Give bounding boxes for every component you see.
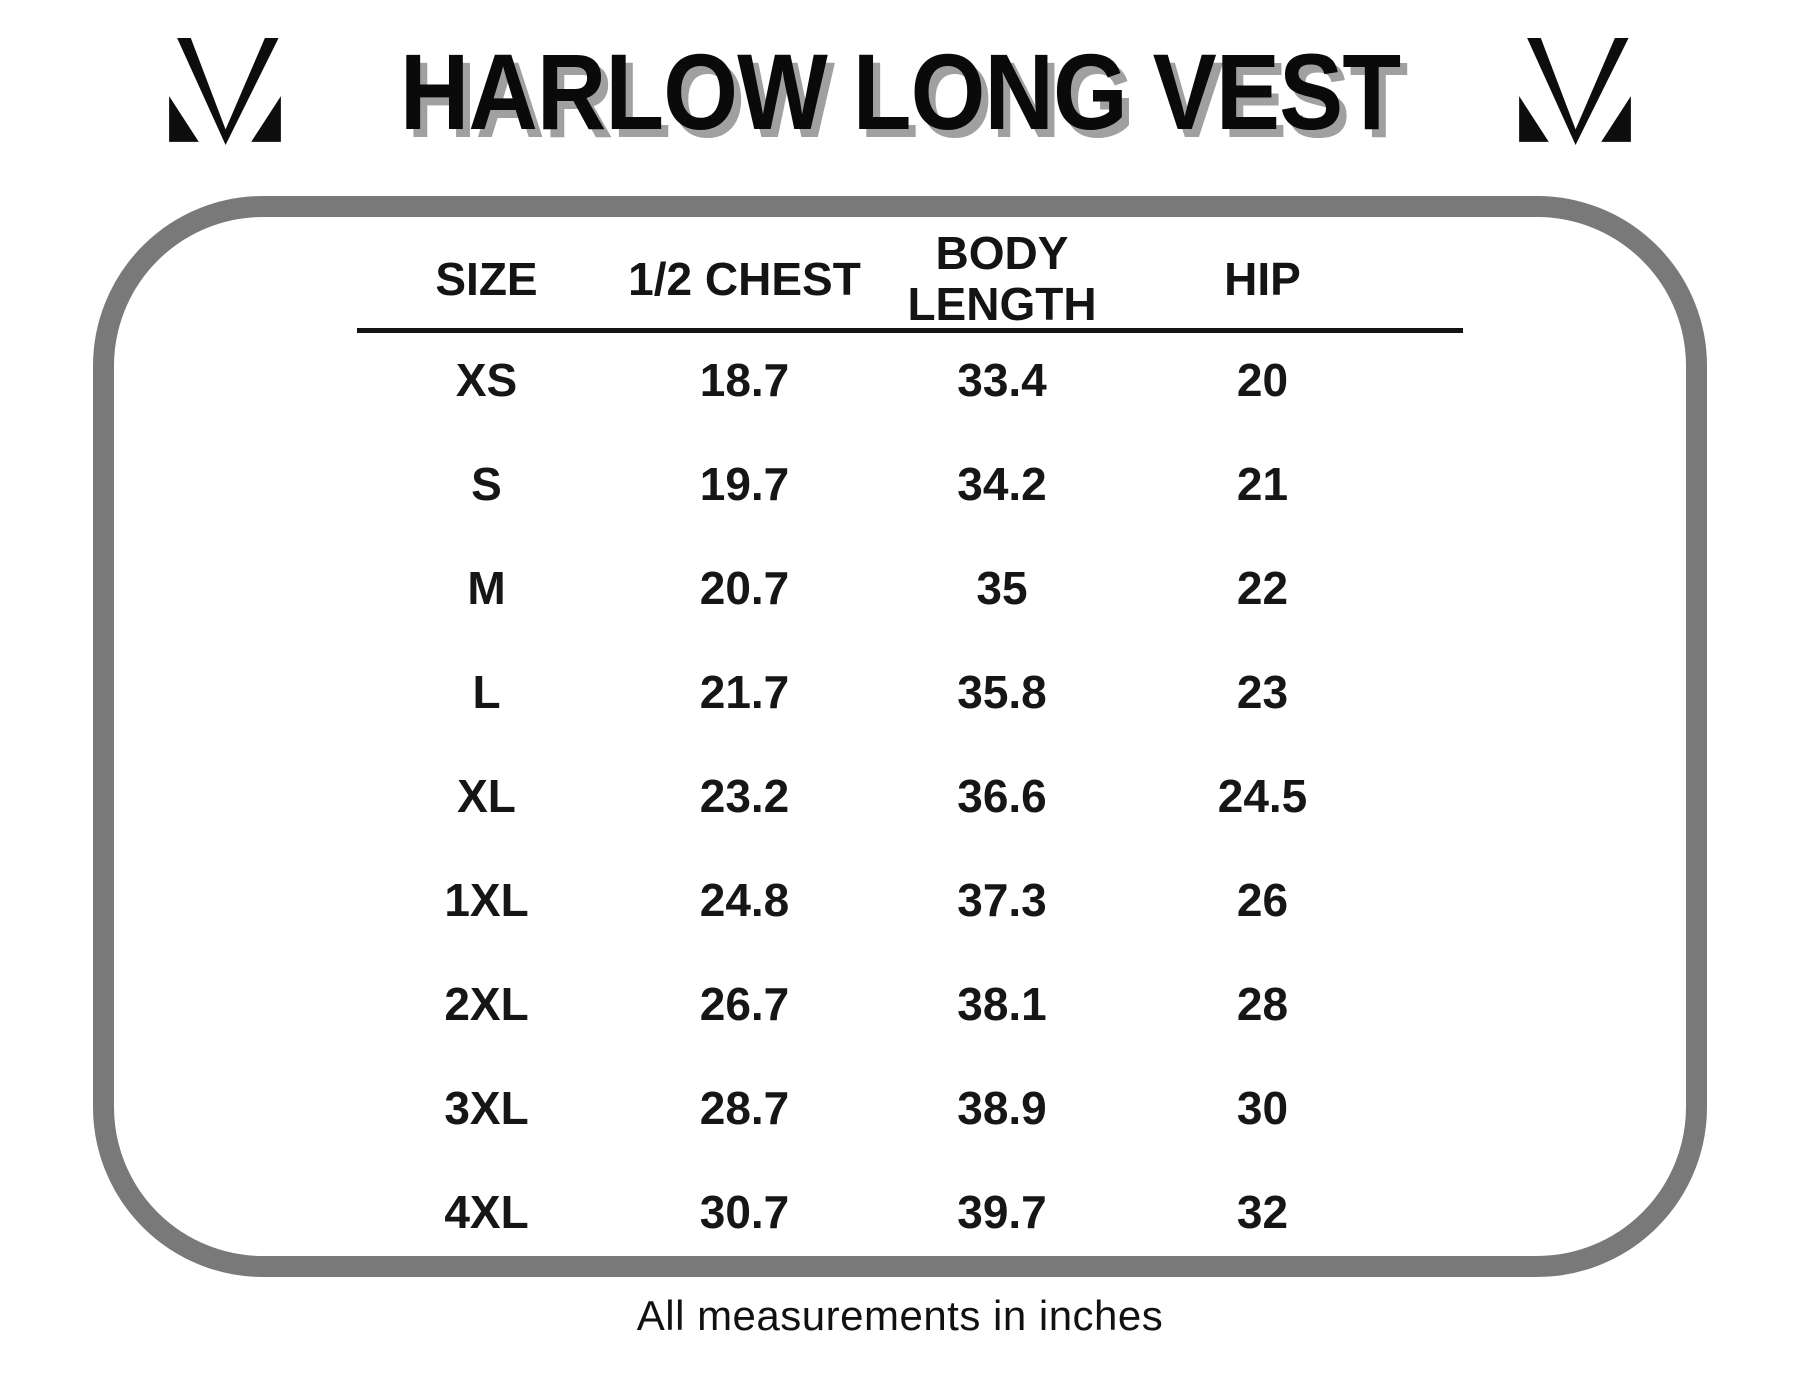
table-body: XS 18.7 33.4 20 S 19.7 34.2 21 M 20.7 35… bbox=[357, 328, 1463, 1264]
size-cell: M bbox=[467, 562, 506, 614]
half-chest-cell: 18.7 bbox=[699, 354, 790, 406]
column-header-hip: HIP bbox=[1224, 252, 1301, 305]
size-cell: 1XL bbox=[444, 874, 529, 926]
table-row: 1XL 24.8 37.3 26 bbox=[357, 848, 1463, 952]
size-cell: 3XL bbox=[444, 1082, 529, 1134]
body-length-cell: 33.4 bbox=[957, 354, 1047, 406]
hip-cell: 26 bbox=[1236, 874, 1289, 926]
body-length-cell: 38.1 bbox=[957, 978, 1047, 1030]
half-chest-cell: 23.2 bbox=[699, 770, 790, 822]
hip-cell: 20 bbox=[1236, 354, 1289, 406]
body-length-cell: 36.6 bbox=[957, 770, 1047, 822]
half-chest-cell: 20.7 bbox=[699, 562, 790, 614]
brand-m-logo-left-icon bbox=[169, 38, 281, 145]
hip-cell: 23 bbox=[1236, 666, 1289, 718]
table-row: XS 18.7 33.4 20 bbox=[357, 328, 1463, 432]
table-row: S 19.7 34.2 21 bbox=[357, 432, 1463, 536]
column-header-half-chest: 1/2 CHEST bbox=[628, 252, 861, 305]
size-chart-table: SIZE 1/2 CHEST BODY LENGTH HIP XS 18.7 3… bbox=[357, 228, 1463, 1264]
body-length-cell: 38.9 bbox=[957, 1082, 1047, 1134]
size-cell: XL bbox=[457, 770, 516, 822]
table-row: 2XL 26.7 38.1 28 bbox=[357, 952, 1463, 1056]
size-cell: 2XL bbox=[444, 978, 529, 1030]
half-chest-cell: 28.7 bbox=[699, 1082, 790, 1134]
body-length-cell: 37.3 bbox=[957, 874, 1047, 926]
table-row: M 20.7 35 22 bbox=[357, 536, 1463, 640]
brand-m-logo-right-icon bbox=[1519, 38, 1631, 145]
page-header: HARLOW LONG VEST bbox=[0, 34, 1800, 150]
half-chest-cell: 26.7 bbox=[699, 978, 790, 1030]
half-chest-cell: 21.7 bbox=[699, 666, 790, 718]
hip-cell: 28 bbox=[1236, 978, 1289, 1030]
half-chest-cell: 30.7 bbox=[699, 1186, 790, 1238]
hip-cell: 30 bbox=[1236, 1082, 1289, 1134]
column-header-body-length: BODY LENGTH bbox=[907, 227, 1097, 330]
size-cell: XS bbox=[455, 354, 518, 406]
hip-cell: 24.5 bbox=[1217, 770, 1308, 822]
table-header-row: SIZE 1/2 CHEST BODY LENGTH HIP bbox=[357, 227, 1463, 330]
body-length-cell: 35 bbox=[976, 562, 1028, 614]
size-cell: S bbox=[471, 458, 502, 510]
size-cell: 4XL bbox=[444, 1186, 529, 1238]
half-chest-cell: 19.7 bbox=[699, 458, 790, 510]
body-length-cell: 34.2 bbox=[957, 458, 1047, 510]
table-row: 3XL 28.7 38.9 30 bbox=[357, 1056, 1463, 1160]
table-row: 4XL 30.7 39.7 32 bbox=[357, 1160, 1463, 1264]
page-title: HARLOW LONG VEST bbox=[399, 31, 1401, 152]
table-row: L 21.7 35.8 23 bbox=[357, 640, 1463, 744]
body-length-cell: 35.8 bbox=[957, 666, 1047, 718]
column-header-size: SIZE bbox=[435, 252, 538, 305]
header-divider bbox=[357, 328, 1463, 333]
size-chart-frame bbox=[93, 196, 1707, 1277]
hip-cell: 32 bbox=[1236, 1186, 1289, 1238]
body-length-cell: 39.7 bbox=[957, 1186, 1047, 1238]
table-row: XL 23.2 36.6 24.5 bbox=[357, 744, 1463, 848]
measurements-note: All measurements in inches bbox=[636, 1292, 1164, 1339]
hip-cell: 22 bbox=[1236, 562, 1289, 614]
size-cell: L bbox=[472, 666, 501, 718]
half-chest-cell: 24.8 bbox=[699, 874, 790, 926]
hip-cell: 21 bbox=[1236, 458, 1289, 510]
